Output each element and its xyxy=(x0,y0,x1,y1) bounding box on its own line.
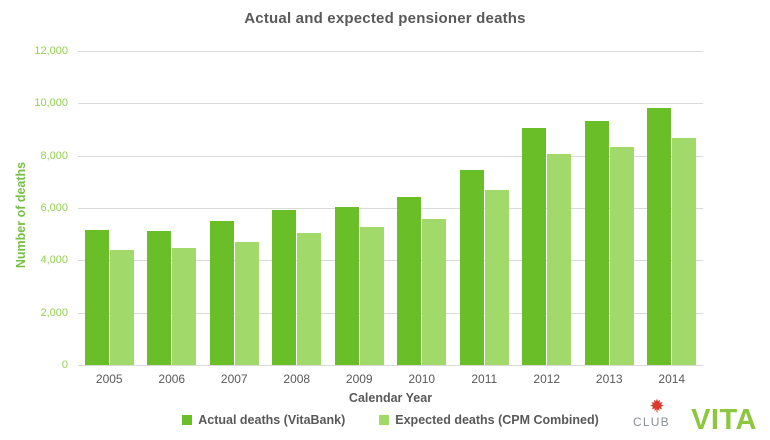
bar-group-2005: 2005 xyxy=(78,51,141,386)
x-tick-label: 2009 xyxy=(345,372,373,386)
actual-deaths-bar-2011 xyxy=(459,169,484,365)
bar-group-2009: 2009 xyxy=(328,51,391,386)
actual-deaths-bar-2005 xyxy=(84,230,109,365)
bar-group-2010: 2010 xyxy=(391,51,454,386)
bar-group-2011: 2011 xyxy=(453,51,516,386)
chart-title: Actual and expected pensioner deaths xyxy=(244,10,526,27)
x-tick-label: 2008 xyxy=(283,372,311,386)
y-tick-label: 6,000 xyxy=(40,202,68,214)
y-tick-label: 10,000 xyxy=(34,97,68,110)
y-tick-label: 2,000 xyxy=(40,306,68,319)
x-tick-label: 2012 xyxy=(533,372,561,386)
bar-group-2007: 2007 xyxy=(203,51,266,386)
expected-deaths-bar-2008 xyxy=(297,233,322,365)
actual-deaths-bar-2014 xyxy=(647,107,672,365)
actual-deaths-bar-2013 xyxy=(584,121,609,365)
x-tick-label: 2010 xyxy=(408,372,436,386)
logo-vita-text: VITA xyxy=(691,404,757,436)
x-tick-label: 2014 xyxy=(658,372,686,386)
logo-club-text: CLUB xyxy=(633,415,670,429)
expected-deaths-bar-2009 xyxy=(359,227,384,365)
expected-deaths-bar-2010 xyxy=(422,219,447,365)
club-vita-logo: CLUB VITA xyxy=(633,398,757,436)
actual-deaths-bar-2012 xyxy=(522,127,547,365)
expected-deaths-bar-2011 xyxy=(484,189,509,365)
y-tick-label: 8,000 xyxy=(40,149,68,162)
legend-item-actual: Actual deaths (VitaBank) xyxy=(182,413,345,427)
y-tick-label: 0 xyxy=(61,359,68,371)
y-tick-label: 12,000 xyxy=(34,45,68,57)
gridline xyxy=(78,51,703,52)
bar-group-2008: 2008 xyxy=(266,51,329,386)
expected-deaths-bar-2006 xyxy=(172,248,197,365)
gridline xyxy=(78,365,703,366)
expected-deaths-bar-2014 xyxy=(672,138,697,365)
actual-deaths-bar-2010 xyxy=(397,196,422,365)
y-axis-title: Number of deaths xyxy=(14,161,28,269)
maple-leaf-icon xyxy=(650,398,664,413)
expected-deaths-bar-2013 xyxy=(609,146,634,365)
expected-deaths-bar-2007 xyxy=(234,242,259,365)
legend-label-actual: Actual deaths (VitaBank) xyxy=(198,413,346,427)
actual-deaths-bar-2006 xyxy=(147,230,172,365)
legend-swatch-expected-icon xyxy=(379,415,390,425)
plot-area: 0 2,000 4,000 6,000 8,000 10,000 12,000 2005 200… xyxy=(34,45,704,386)
gridline xyxy=(78,103,703,105)
legend-item-expected: Expected deaths (CPM Combined) xyxy=(379,413,599,427)
expected-deaths-bar-2012 xyxy=(547,154,572,365)
legend-label-expected: Expected deaths (CPM Combined) xyxy=(395,413,599,427)
actual-deaths-bar-2007 xyxy=(209,220,234,365)
x-tick-label: 2007 xyxy=(220,372,248,386)
bar-group-2014: 2014 xyxy=(641,51,704,386)
maple-leaf-path xyxy=(650,398,664,413)
actual-deaths-bar-2008 xyxy=(272,209,297,365)
actual-deaths-bar-2009 xyxy=(334,207,359,365)
x-tick-label: 2011 xyxy=(471,372,498,386)
gridline xyxy=(78,208,703,209)
gridline xyxy=(78,155,703,157)
y-tick-label: 4,000 xyxy=(40,254,68,267)
x-tick-label: 2005 xyxy=(95,372,123,386)
bar-group-2013: 2013 xyxy=(578,51,641,386)
gridline xyxy=(78,260,703,262)
x-tick-label: 2006 xyxy=(158,372,186,386)
bar-group-2012: 2012 xyxy=(516,51,579,386)
bar-group-2006: 2006 xyxy=(141,51,204,386)
expected-deaths-bar-2005 xyxy=(109,249,134,365)
legend-swatch-actual-icon xyxy=(182,415,193,425)
gridline xyxy=(78,312,703,314)
legend: Actual deaths (VitaBank) Expected deaths… xyxy=(78,413,703,427)
x-tick-label: 2013 xyxy=(595,372,623,386)
x-axis-title: Calendar Year xyxy=(348,391,433,405)
